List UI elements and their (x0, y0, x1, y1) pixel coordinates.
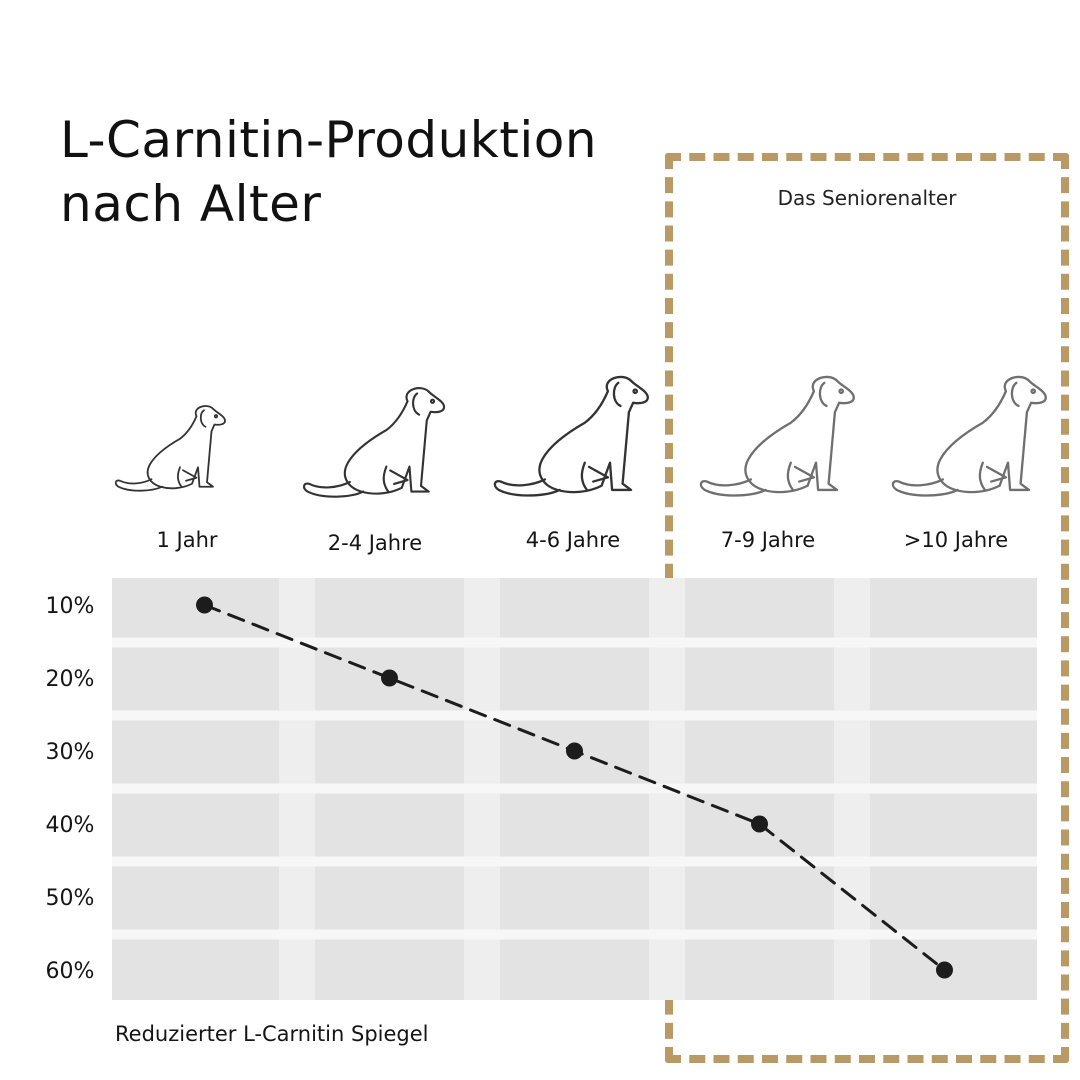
data-point (751, 815, 768, 833)
grid-row-separator (112, 929, 1037, 940)
title-line-1: L-Carnitin-Produktion (60, 111, 598, 169)
age-label-3: 4-6 Jahre (525, 528, 621, 552)
senior-dog-icon (699, 375, 855, 497)
page-title: L-Carnitin-Produktion nach Alter (60, 108, 597, 236)
grid-row-separator (112, 637, 1037, 648)
age-label-4: 7-9 Jahre (720, 528, 816, 552)
young-dog-icon (303, 387, 446, 498)
data-point (196, 596, 213, 614)
chart-footnote: Reduzierter L-Carnitin Spiegel (115, 1022, 429, 1046)
y-tick-label: 30% (46, 740, 95, 765)
grid-row-separator (112, 710, 1037, 721)
data-point (566, 742, 583, 760)
y-tick-label: 50% (46, 886, 95, 911)
age-label-5: >10 Jahre (903, 528, 1009, 552)
y-tick-label: 20% (46, 667, 95, 692)
age-label-2: 2-4 Jahre (327, 531, 423, 555)
y-tick-label: 40% (46, 813, 95, 838)
carnitin-chart: 10% 20% 30% 40% 50% 60% (46, 578, 1037, 1000)
grid-row-separator (112, 856, 1037, 867)
senior-age-label: Das Seniorenalter (777, 186, 957, 210)
y-tick-label: 60% (46, 959, 95, 984)
title-line-2: nach Alter (60, 175, 322, 233)
data-point (936, 961, 953, 979)
data-point (381, 669, 398, 687)
old-dog-icon (891, 375, 1047, 497)
y-tick-label: 10% (46, 594, 95, 619)
adult-dog-icon (493, 375, 649, 497)
age-label-1: 1 Jahr (156, 528, 218, 552)
grid-row-separator (112, 783, 1037, 794)
puppy-icon (114, 405, 226, 492)
